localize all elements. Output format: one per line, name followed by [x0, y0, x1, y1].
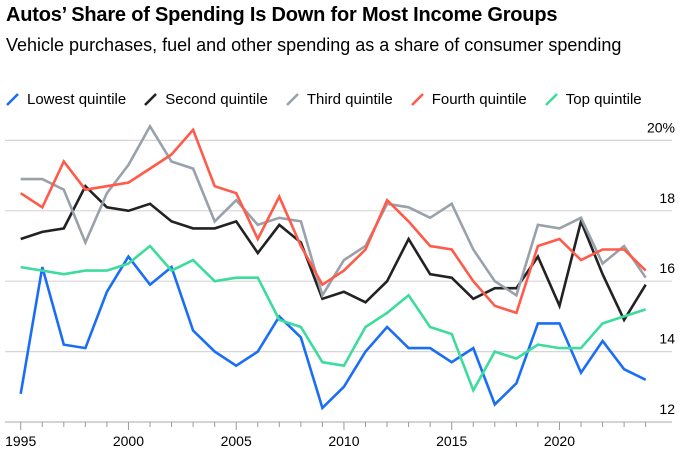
series-line-lowest-quintile [19, 254, 647, 411]
legend-label: Third quintile [306, 91, 393, 108]
legend-swatch-icon [144, 93, 158, 106]
x-tick-label: 1995 [5, 433, 36, 449]
legend-swatch-icon [6, 93, 19, 106]
y-tick-label: 14 [659, 331, 675, 347]
legend-label: Fourth quintile [431, 91, 527, 108]
legend-item: Third quintile [285, 91, 393, 108]
y-tick-label: 20% [647, 119, 675, 135]
chart-subtitle: Vehicle purchases, fuel and other spendi… [6, 35, 622, 55]
y-tick-label: 16 [659, 260, 675, 276]
series-line-fourth-quintile [19, 127, 647, 315]
legend-item: Fourth quintile [410, 91, 527, 108]
x-tick-label: 2005 [221, 433, 252, 449]
x-tick-label: 2020 [544, 433, 575, 449]
legend-label: Second quintile [165, 91, 268, 108]
legend-swatch-icon [544, 93, 558, 106]
legend-item: Top quintile [544, 91, 642, 108]
legend-item: Lowest quintile [6, 91, 126, 108]
legend-swatch-icon [410, 93, 424, 106]
x-tick-label: 2015 [436, 433, 467, 449]
legend-label: Lowest quintile [27, 91, 127, 108]
y-tick-label: 12 [659, 401, 675, 417]
legend-swatch-icon [285, 93, 299, 106]
chart-title: Autos’ Share of Spending Is Down for Mos… [6, 4, 558, 26]
y-tick-label: 18 [659, 190, 675, 206]
legend-label: Top quintile [565, 91, 642, 108]
legend: Lowest quintile Second quintile Third quin… [6, 91, 660, 108]
series-line-second-quintile [20, 184, 647, 323]
x-tick-label: 2010 [328, 433, 359, 449]
x-tick-label: 2000 [113, 433, 144, 449]
legend-item: Second quintile [144, 91, 268, 108]
series-line-top-quintile [20, 244, 647, 394]
